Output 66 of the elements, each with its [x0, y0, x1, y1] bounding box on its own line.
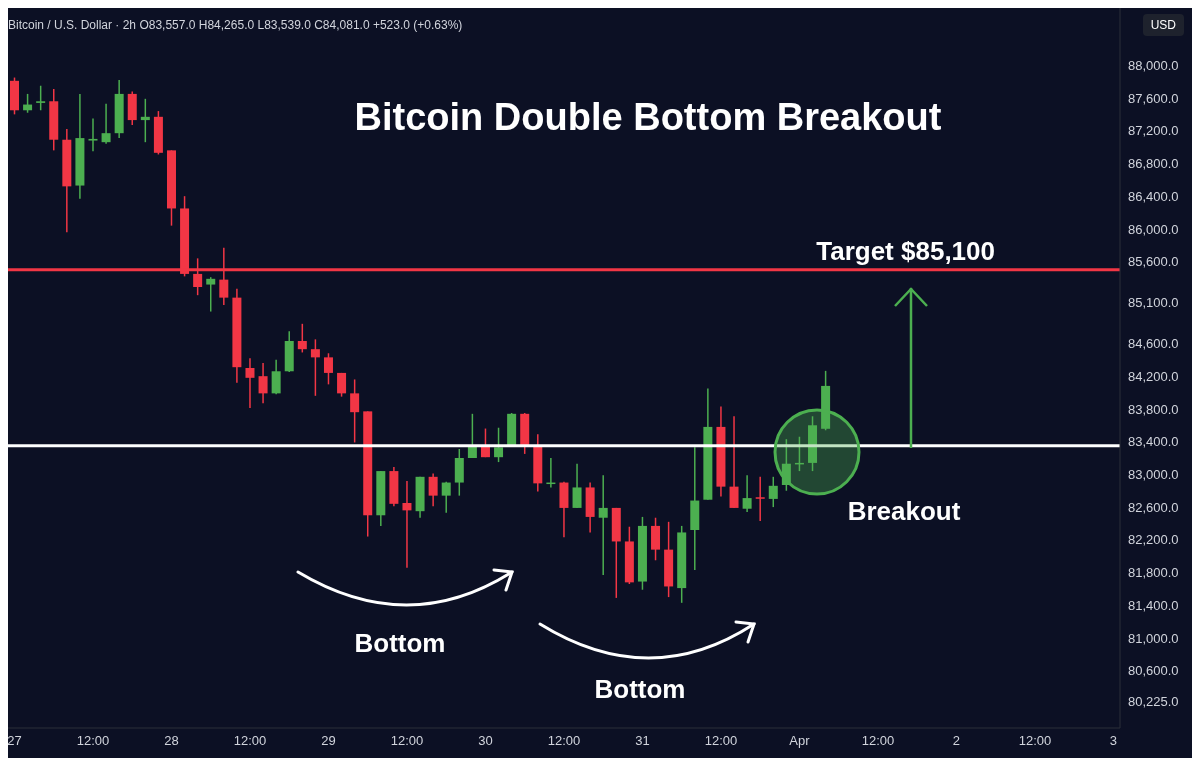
candlestick: [350, 378, 360, 444]
annotation: Bottom: [593, 674, 687, 705]
x-tick-label: 31: [635, 733, 650, 749]
candlestick: [245, 357, 255, 409]
candlestick: [101, 102, 111, 145]
y-tick-label: 84,600.0: [1128, 336, 1179, 352]
candlestick: [310, 338, 320, 397]
candlestick: [258, 362, 268, 404]
candlestick: [742, 474, 752, 513]
candlestick: [494, 426, 504, 463]
candlestick: [206, 276, 216, 313]
candlestick: [441, 480, 451, 514]
y-tick-label: 86,800.0: [1128, 156, 1179, 172]
y-tick-label: 85,100.0: [1128, 295, 1179, 311]
y-tick-label: 83,400.0: [1128, 434, 1179, 450]
y-tick-label: 81,800.0: [1128, 565, 1179, 581]
candlestick: [729, 415, 739, 509]
x-tick-label: Apr: [789, 733, 811, 749]
x-tick-label: 12:00: [233, 733, 267, 749]
candlestick: [88, 117, 98, 152]
candlestick: [572, 462, 582, 509]
y-tick-label: 86,400.0: [1128, 188, 1179, 204]
y-tick-label: 87,600.0: [1128, 90, 1179, 106]
y-tick-label: 81,000.0: [1128, 630, 1179, 646]
y-tick-label: 83,000.0: [1128, 466, 1179, 482]
y-tick-label: 87,200.0: [1128, 123, 1179, 139]
y-tick-label: 86,000.0: [1128, 221, 1179, 237]
y-tick-label: 80,225.0: [1128, 694, 1179, 710]
annotation: Breakout: [846, 496, 962, 527]
y-tick-label: 81,400.0: [1128, 597, 1179, 613]
x-tick-label: 28: [164, 733, 179, 749]
x-tick-label: 12:00: [1018, 733, 1052, 749]
y-tick-label: 82,600.0: [1128, 499, 1179, 515]
candlestick: [428, 472, 438, 508]
x-tick-label: 12:00: [390, 733, 424, 749]
candlestick: [323, 352, 333, 386]
candlestick: [651, 516, 661, 562]
candlestick: [768, 476, 778, 508]
x-tick-label: 12:00: [861, 733, 895, 749]
candlestick: [755, 476, 765, 522]
x-tick-label: 2: [952, 733, 961, 749]
x-tick-label: 30: [478, 733, 493, 749]
y-tick-label: 80,600.0: [1128, 663, 1179, 679]
x-tick-label: 29: [321, 733, 336, 749]
text: USD: [1142, 14, 1184, 36]
candlestick: [297, 323, 307, 354]
candlestick: [271, 359, 281, 395]
ref-line-label: Target $85,100: [816, 235, 995, 266]
x-tick-label: 12:00: [704, 733, 738, 749]
y-tick-label: 83,800.0: [1128, 401, 1179, 417]
x-tick-label: 27: [7, 733, 22, 749]
x-tick-label: 12:00: [547, 733, 581, 749]
x-tick-label: 3: [1109, 733, 1118, 749]
candlestick: [402, 480, 412, 569]
candlestick: [598, 474, 608, 576]
candlestick: [36, 84, 46, 112]
candlestick: [140, 98, 150, 143]
y-tick-label: 85,600.0: [1128, 254, 1179, 270]
y-tick-label: 84,200.0: [1128, 368, 1179, 384]
text: Bitcoin / U.S. Dollar · 2h O83,557.0 H84,265.0 L83,539.0 C84,081.0 +523.0 (+0.63%): [8, 18, 463, 32]
text: Bitcoin Double Bottom Breakout: [354, 96, 942, 138]
candlestick: [781, 438, 791, 492]
y-tick-label: 82,200.0: [1128, 532, 1179, 548]
y-tick-label: 88,000.0: [1128, 57, 1179, 73]
x-tick-label: 12:00: [76, 733, 110, 749]
annotation: Bottom: [353, 628, 447, 659]
